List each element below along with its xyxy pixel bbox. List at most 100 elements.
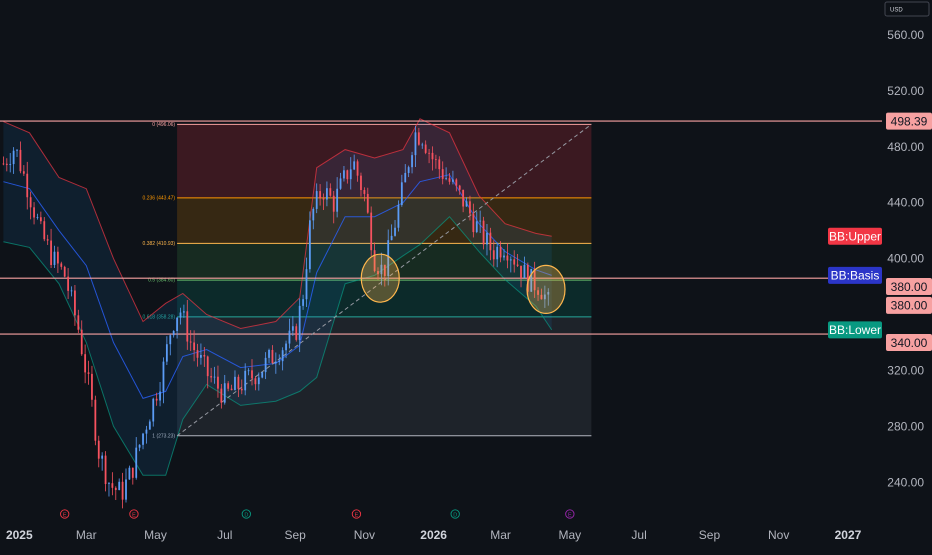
price-axis[interactable]: 560.00 520.00 480.00 440.00 400.00 380.00 320.…: [882, 0, 932, 550]
candle-body: [465, 201, 468, 207]
price-tag: 380.00: [886, 278, 932, 296]
currency-badge-frame: [884, 1, 930, 17]
candle-body: [400, 182, 403, 205]
time-axis[interactable]: 2025 Mar May Jul Sep Nov 2026 Mar May Jul Sep Nov 20…: [0, 520, 932, 550]
candle-body: [312, 208, 315, 221]
earnings-event-icon[interactable]: E: [351, 509, 362, 519]
highlight-circle[interactable]: [360, 253, 400, 303]
candle-body: [193, 342, 196, 351]
candle-body: [145, 429, 148, 434]
price-tag-label: BB:Upper: [829, 230, 881, 244]
candle-body: [319, 191, 322, 199]
price-tag-background: [886, 333, 932, 351]
candle-body: [547, 292, 550, 295]
candle-body: [377, 271, 379, 275]
candle-body: [308, 220, 311, 270]
candle-body: [84, 354, 87, 373]
candle-body: [428, 152, 430, 154]
time-tick-label: Jul: [631, 528, 646, 542]
bb-upper-line: [3, 118, 552, 330]
candle-body: [138, 444, 141, 448]
candle-body: [302, 299, 304, 306]
candle-body: [469, 201, 471, 214]
candle-body: [322, 198, 325, 200]
candle-body: [479, 220, 482, 222]
event-marker-glyph: E: [63, 512, 67, 518]
candle-body: [513, 259, 516, 265]
candle-body: [349, 169, 352, 180]
candle-body: [271, 349, 274, 364]
price-tags: 498.39 BB:Upper BB:Basis 380.00 380.00 BB:Low…: [828, 112, 932, 351]
candle-body: [203, 355, 206, 357]
earnings-event-icon[interactable]: E: [565, 509, 575, 519]
candle-body: [274, 361, 277, 364]
price-tag: 340.00: [886, 333, 932, 351]
candle-body: [176, 317, 178, 332]
candle-body: [366, 193, 369, 213]
candle-body: [87, 372, 90, 374]
candle-body: [383, 264, 386, 276]
highlight-circle[interactable]: [526, 264, 566, 314]
price-tag: BB:Basis: [828, 266, 882, 284]
currency-badge[interactable]: USD: [884, 1, 930, 17]
candle-body: [516, 264, 519, 266]
candle-body: [186, 311, 189, 342]
candle-body: [19, 149, 22, 172]
horizontal-lines[interactable]: [0, 120, 882, 335]
event-marker-circle: [565, 509, 575, 519]
fib-level-label: 0.382 (410.93): [143, 241, 176, 247]
candle-body: [227, 383, 230, 389]
fib-level-label: 0 (496.06): [152, 122, 175, 128]
event-marker-circle: [351, 509, 362, 519]
candle-body: [200, 355, 202, 358]
candle-body: [506, 255, 509, 261]
candle-body: [33, 207, 35, 218]
trend-line[interactable]: [176, 123, 592, 437]
candle-body: [424, 144, 427, 153]
trend-line-segment[interactable]: [176, 123, 592, 437]
price-tag-label: 340.00: [891, 336, 928, 350]
candle-body: [295, 326, 298, 340]
earnings-event-icon[interactable]: D: [241, 509, 251, 519]
price-tag-background: [828, 227, 882, 245]
candle-body: [540, 294, 543, 300]
earnings-event-icon[interactable]: E: [60, 509, 70, 519]
candle-body: [530, 268, 533, 292]
candle-body: [537, 290, 539, 295]
price-tick-label: 520.00: [887, 84, 924, 98]
candle-body: [356, 161, 359, 176]
candle-body: [533, 268, 536, 291]
candle-body: [121, 481, 124, 500]
candle-body: [257, 377, 260, 385]
candle-body: [315, 191, 318, 209]
candle-body: [254, 378, 257, 385]
time-tick-label: Nov: [354, 528, 375, 542]
candle-body: [264, 357, 267, 373]
candle-body: [196, 350, 199, 358]
earnings-event-icon[interactable]: E: [129, 509, 139, 519]
price-tag-label: BB:Lower: [829, 323, 881, 337]
candle-body: [2, 163, 5, 165]
highlight-circles[interactable]: [360, 253, 566, 314]
candle-body: [380, 264, 383, 275]
candle-body: [268, 349, 270, 358]
candle-body: [482, 220, 485, 245]
fibonacci-retracement[interactable]: 0 (496.06) 0.236 (443.47) 0.382 (410.93) 0.…: [143, 122, 592, 439]
candle-body: [285, 343, 287, 351]
candle-body: [39, 217, 42, 222]
candle-body: [496, 246, 499, 260]
candle-body: [247, 370, 250, 372]
candle-body: [441, 169, 444, 179]
earnings-event-icon[interactable]: D: [450, 509, 460, 519]
candle-body: [360, 175, 362, 191]
candle-body: [179, 312, 182, 318]
price-tag-background: [886, 296, 932, 314]
event-marker-glyph: D: [453, 512, 457, 518]
candles: [2, 125, 550, 509]
candle-body: [298, 305, 301, 340]
candle-body: [353, 161, 356, 170]
candle-body: [74, 290, 76, 316]
